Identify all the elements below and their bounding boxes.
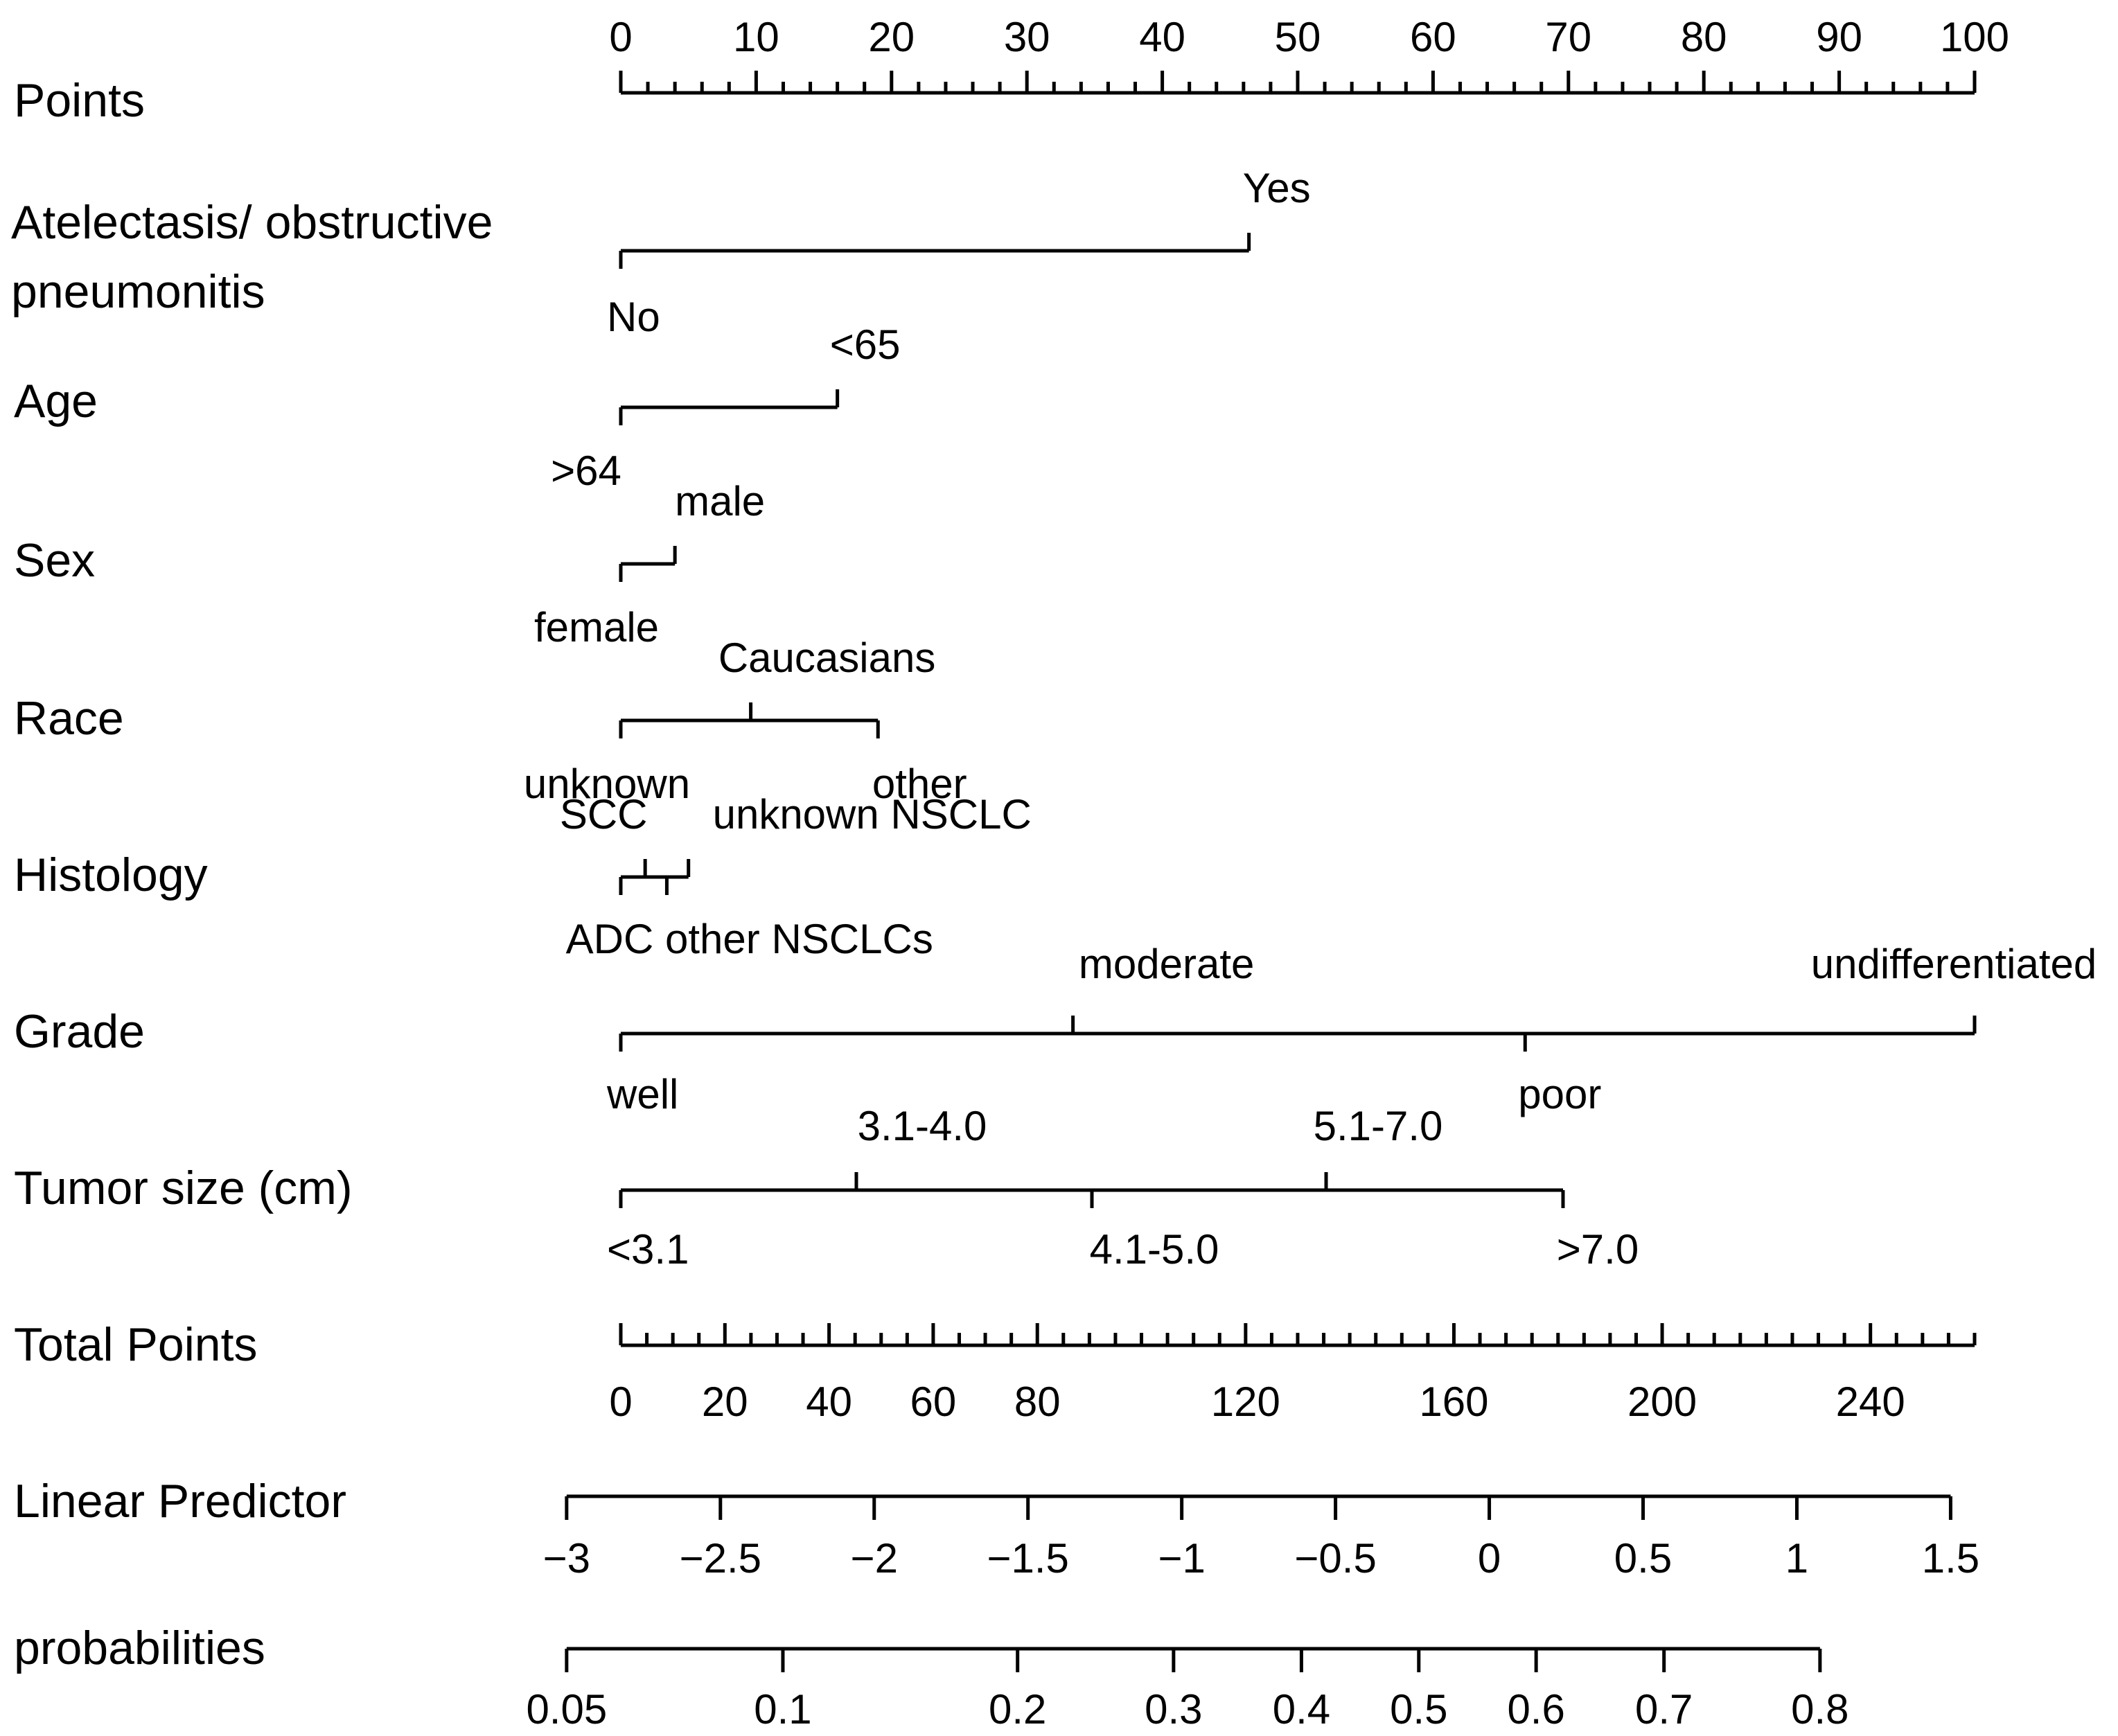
tumor-size-cm-level-label-4-1-5-0: 4.1-5.0 [1090,1226,1219,1273]
histology-level-label-other-nsclcs: other NSCLCs [665,916,933,962]
points-tick-label: 40 [1139,14,1185,60]
linear-predictor-tick-label: 0 [1478,1535,1501,1582]
linear-predictor-tick-label: −1 [1158,1535,1205,1582]
linear-predictor-tick-label: −2 [851,1535,898,1582]
points-tick-label: 60 [1410,14,1456,60]
probabilities-tick-label: 0.3 [1145,1686,1202,1733]
probabilities-tick-label: 0.1 [754,1686,811,1733]
sex-level-label-female: female [534,604,659,650]
linear-predictor-row-label: Linear Predictor [14,1475,346,1527]
age-level-label-65: <65 [830,321,901,368]
total-points-tick-label: 200 [1627,1379,1697,1425]
race-level-label-unknown: unknown [524,761,690,807]
tumor-size-cm-level-label-5-1-7-0: 5.1-7.0 [1314,1103,1443,1149]
tumor-size-cm-level-label-3-1-4-0: 3.1-4.0 [858,1103,987,1149]
histology-level-label-unknown-nsclc: unknown NSCLC [713,791,1032,838]
probabilities-tick-label: 0.2 [989,1686,1046,1733]
points-tick-label: 100 [1940,14,2009,60]
tumor-size-row-label: Tumor size (cm) [14,1162,353,1214]
probabilities-tick-label: 0.7 [1635,1686,1693,1733]
points-tick-label: 50 [1275,14,1321,60]
total-points-tick-label: 120 [1211,1379,1280,1425]
grade-row-label: Grade [14,1005,145,1058]
total-points-tick-label: 160 [1419,1379,1488,1425]
points-tick-label: 30 [1004,14,1050,60]
linear-predictor-tick-label: −1.5 [987,1535,1068,1582]
grade-level-label-undifferentiated: undifferentiated [1811,941,2097,987]
grade-level-label-poor: poor [1518,1071,1601,1117]
points-tick-label: 20 [868,14,915,60]
atelectasis-row-label-line2: pneumonitis [11,265,265,318]
histology-level-label-adc: ADC [566,916,654,962]
probabilities-tick-label: 0.8 [1791,1686,1848,1733]
histology-level-label-scc: SCC [560,791,648,838]
probabilities-tick-label: 0.5 [1390,1686,1447,1733]
atelectasis-obstructive-level-label-no: No [607,294,660,340]
atelectasis-row-label: Atelectasis/ obstructive [11,196,493,249]
linear-predictor-tick-label: −2.5 [680,1535,761,1582]
total-points-tick-label: 240 [1836,1379,1905,1425]
points-tick-label: 10 [733,14,779,60]
total-points-tick-label: 40 [806,1379,852,1425]
grade-level-label-moderate: moderate [1079,941,1254,987]
points-tick-label: 0 [609,14,632,60]
histology-row-label: Histology [14,849,208,901]
points-tick-label: 80 [1681,14,1727,60]
linear-predictor-tick-label: 0.5 [1614,1535,1672,1582]
race-level-label-other: other [872,761,967,807]
age-level-label-64: >64 [551,448,621,494]
probabilities-tick-label: 0.6 [1507,1686,1564,1733]
race-row-label: Race [14,692,124,745]
probabilities-tick-label: 0.4 [1273,1686,1330,1733]
points-row-label: Points [14,74,145,127]
total-points-tick-label: 60 [910,1379,957,1425]
linear-predictor-tick-label: 1 [1785,1535,1808,1582]
points-tick-label: 90 [1816,14,1862,60]
race-level-label-caucasians: Caucasians [718,635,936,681]
chart-marks: 0 10 20 30 40 50 60 70 80 90 100NoYes>64<65femalem… [524,14,2097,1733]
points-tick-label: 70 [1545,14,1591,60]
sex-row-label: Sex [14,534,95,587]
total-points-tick-label: 20 [702,1379,748,1425]
total-points-tick-label: 80 [1014,1379,1061,1425]
probabilities-row-label: probabilities [14,1622,265,1674]
probabilities-tick-label: 0.05 [526,1686,607,1733]
grade-level-label-well: well [606,1071,678,1117]
tumor-size-cm-level-label-3-1: <3.1 [607,1226,689,1273]
linear-predictor-tick-label: −0.5 [1294,1535,1376,1582]
linear-predictor-tick-label: −3 [543,1535,590,1582]
atelectasis-obstructive-level-label-yes: Yes [1243,165,1311,211]
sex-level-label-male: male [675,478,765,524]
age-row-label: Age [14,375,98,427]
total-points-row-label: Total Points [14,1318,258,1371]
total-points-tick-label: 0 [609,1379,632,1425]
tumor-size-cm-level-label-7-0: >7.0 [1557,1226,1639,1273]
linear-predictor-tick-label: 1.5 [1922,1535,1979,1582]
